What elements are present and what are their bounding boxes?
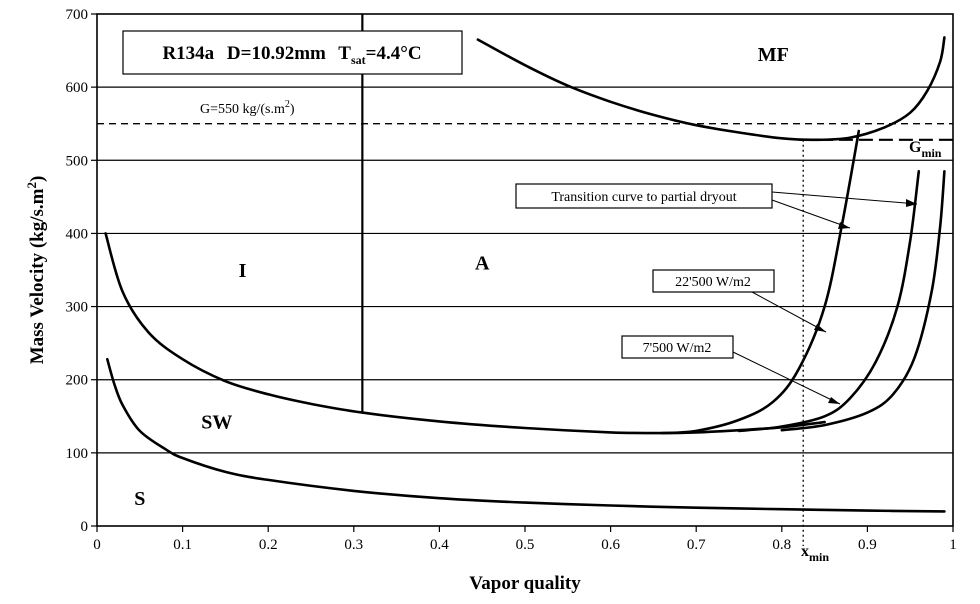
transition-curve-1 <box>104 232 826 435</box>
grid-lines <box>97 86 953 454</box>
region-label-mf: MF <box>758 44 789 66</box>
x-tick-label-9: 0.9 <box>858 537 877 553</box>
arrowhead-transition-1 <box>838 222 850 229</box>
y-axis-title-end: ) <box>27 176 48 182</box>
arrow-transition-1 <box>771 199 851 229</box>
plot-frame <box>96 13 954 527</box>
y-axis-title: Mass Velocity (kg/s.m2) <box>24 176 48 365</box>
x-tick-label-1: 0.1 <box>173 537 192 553</box>
x-tick-label-5: 0.5 <box>516 537 535 553</box>
y-tick-label-400: 400 <box>66 226 89 242</box>
region-label-i: I <box>239 260 247 282</box>
x-tick-label-10: 1 <box>949 537 957 553</box>
y-tick-label-300: 300 <box>66 300 89 316</box>
g550-label-sup: 2 <box>285 99 290 110</box>
x-tick-label-3: 0.3 <box>344 537 363 553</box>
xmin-label: xmin <box>801 543 829 564</box>
y-tick-label-600: 600 <box>66 80 89 96</box>
x-tick-label-2: 0.2 <box>259 537 278 553</box>
arrow-7500 <box>732 351 841 405</box>
xmin-label-main: x <box>801 543 809 560</box>
arrow-transition-2 <box>771 191 918 205</box>
gmin-label-sub: min <box>921 146 941 160</box>
transition-curve-6 <box>106 357 946 513</box>
annotation-box-transition <box>515 183 773 209</box>
x-tick-label-6: 0.6 <box>601 537 620 553</box>
g550-label-end: ) <box>290 102 295 117</box>
y-axis-ticks: 0 100 200 300 400 500 600 700 <box>66 7 97 535</box>
title-fluid: R134a <box>162 43 214 64</box>
annotation-box-22500 <box>652 269 775 293</box>
y-tick-label-0: 0 <box>81 519 89 535</box>
y-tick-label-100: 100 <box>66 446 89 462</box>
title-diameter: D=10.92mm <box>227 43 326 64</box>
title-tsat-value: =4.4°C <box>366 43 422 64</box>
y-tick-label-200: 200 <box>66 373 89 389</box>
annotation-22500: 22'500 W/m2 <box>675 275 751 290</box>
y-axis-title-main: Mass Velocity (kg/s.m <box>27 188 48 364</box>
title-tsat-prefix: T <box>338 43 351 64</box>
region-label-a: A <box>475 253 490 275</box>
annotation-transition: Transition curve to partial dryout <box>551 190 736 205</box>
g550-label-main: G=550 kg/(s.m <box>200 102 285 117</box>
x-tick-label-0: 0 <box>93 537 101 553</box>
x-tick-label-4: 0.4 <box>430 537 449 553</box>
annotation-7500: 7'500 W/m2 <box>643 341 712 356</box>
xmin-label-sub: min <box>809 550 829 564</box>
title-text: R134a D=10.92mm Tsat=4.4°C <box>162 43 421 67</box>
g550-label: G=550 kg/(s.m2) <box>200 99 295 117</box>
arrowhead-7500 <box>828 397 840 404</box>
y-tick-label-500: 500 <box>66 153 89 169</box>
annotation-box-7500 <box>621 335 734 359</box>
gmin-label: Gmin <box>909 139 942 160</box>
transition-curve-4 <box>780 170 946 432</box>
gmin-label-main: G <box>909 139 922 156</box>
arrowhead-22500 <box>814 324 826 332</box>
x-tick-label-7: 0.7 <box>687 537 706 553</box>
title-tsat-sub: sat <box>351 53 366 67</box>
title-box <box>122 30 463 75</box>
x-axis-ticks: 0 0.1 0.2 0.3 0.4 0.5 0.6 0.7 0.8 0.9 1 <box>93 526 957 553</box>
y-axis-title-sup: 2 <box>24 182 39 189</box>
y-tick-label-700: 700 <box>66 7 89 23</box>
x-tick-label-8: 0.8 <box>772 537 791 553</box>
transition-curve-5 <box>476 36 946 142</box>
region-labels: MF I A SW S <box>134 44 789 510</box>
transition-curve-3 <box>737 170 921 433</box>
region-label-sw: SW <box>201 411 232 433</box>
x-axis-title: Vapor quality <box>469 573 581 594</box>
arrowhead-transition-2 <box>906 199 917 207</box>
arrow-22500 <box>751 291 827 333</box>
region-label-s: S <box>134 488 145 510</box>
